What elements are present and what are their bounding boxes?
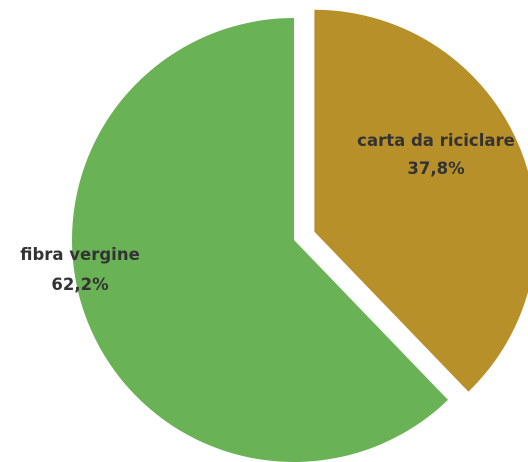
slice-label-fibra-vergine: fibra vergine <box>20 245 140 264</box>
slice-value-carta-da-riciclare: 37,8% <box>407 159 465 178</box>
pie-slice-carta-da-riciclare <box>314 9 528 392</box>
slice-value-fibra-vergine: 62,2% <box>51 275 109 294</box>
slice-label-carta-da-riciclare: carta da riciclare <box>357 131 515 150</box>
pie-slice-fibra-vergine <box>72 18 448 462</box>
pie-slices <box>72 9 528 462</box>
